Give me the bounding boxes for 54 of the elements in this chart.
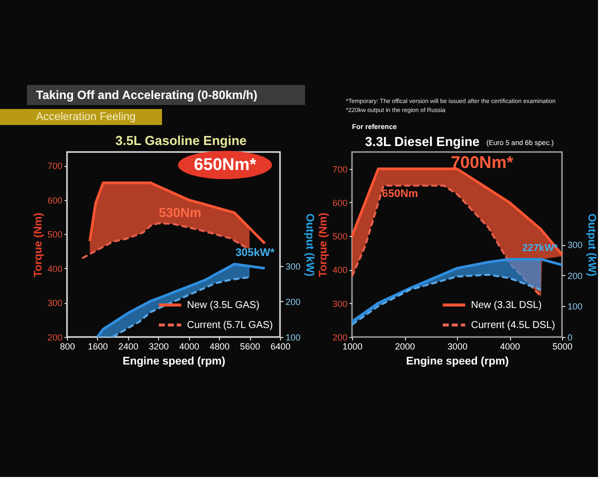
annotation: 700Nm* bbox=[450, 153, 514, 172]
y2-axis-title: Output (kW) bbox=[586, 214, 598, 277]
text: Taking Off and Accelerating (0-80km/h) bbox=[36, 88, 258, 102]
legend-label: Current (5.7L GAS) bbox=[187, 320, 273, 331]
y-axis-title: Torque (Nm) bbox=[32, 212, 44, 278]
annotation: 650Nm* bbox=[194, 155, 257, 174]
y2-tick-label: 200 bbox=[568, 270, 583, 281]
y-tick-label: 600 bbox=[47, 195, 62, 206]
x-axis-title: Engine speed (rpm) bbox=[406, 356, 510, 368]
y-tick-label: 400 bbox=[47, 264, 62, 274]
x-tick-label: 3200 bbox=[148, 342, 169, 352]
text: Acceleration Feeling bbox=[36, 111, 136, 123]
y-tick-label: 500 bbox=[47, 230, 62, 240]
annotation: 227kW* bbox=[522, 243, 558, 254]
y2-tick-label: 300 bbox=[286, 261, 301, 272]
x-tick-label: 4800 bbox=[210, 342, 230, 352]
annotation: 530Nm bbox=[158, 205, 202, 220]
chart-title: 3.3L Diesel Engine bbox=[365, 134, 480, 149]
x-tick-label: 3000 bbox=[447, 342, 468, 352]
x-tick-label: 800 bbox=[60, 342, 76, 352]
legend-label: Current (4.5L DSL) bbox=[471, 320, 556, 331]
x-tick-label: 6400 bbox=[270, 342, 291, 352]
x-tick-label: 4000 bbox=[179, 342, 200, 352]
chart-title: 3.5L Gasoline Engine bbox=[115, 133, 247, 148]
y-tick-label: 300 bbox=[47, 298, 62, 308]
x-tick-label: 5600 bbox=[240, 342, 260, 352]
y-tick-label: 700 bbox=[332, 164, 348, 174]
y2-tick-label: 200 bbox=[286, 296, 301, 307]
legend-label: New (3.3L DSL) bbox=[471, 300, 542, 311]
line-series bbox=[350, 168, 564, 256]
y-axis-title: Torque (Nm) bbox=[317, 212, 330, 278]
line-series bbox=[88, 182, 266, 245]
y-tick-label: 400 bbox=[332, 265, 348, 276]
y-tick-label: 200 bbox=[47, 332, 62, 342]
y2-axis-title: Output (kW) bbox=[304, 214, 316, 277]
x-tick-label: 1000 bbox=[342, 342, 363, 352]
y2-tick-label: 0 bbox=[568, 332, 573, 342]
x-tick-label: 5000 bbox=[552, 342, 573, 352]
y2-tick-label: 100 bbox=[286, 332, 301, 342]
annotation: 305kW* bbox=[235, 247, 276, 259]
y-tick-label: 700 bbox=[47, 161, 62, 172]
x-axis-title: Engine speed (rpm) bbox=[122, 356, 226, 368]
legend-label: New (3.5L GAS) bbox=[187, 300, 260, 311]
y2-tick-label: 100 bbox=[568, 302, 583, 312]
annotation: 650Nm bbox=[382, 188, 418, 200]
x-tick-label: 4000 bbox=[500, 342, 520, 352]
y-tick-label: 200 bbox=[332, 332, 348, 342]
y-tick-label: 300 bbox=[332, 298, 348, 309]
y-tick-label: 500 bbox=[332, 232, 348, 242]
x-tick-label: 2400 bbox=[118, 342, 138, 352]
x-tick-label: 1600 bbox=[88, 342, 108, 352]
y-tick-label: 600 bbox=[332, 198, 348, 208]
y2-tick-label: 300 bbox=[568, 240, 583, 250]
x-tick-label: 2000 bbox=[394, 342, 416, 352]
